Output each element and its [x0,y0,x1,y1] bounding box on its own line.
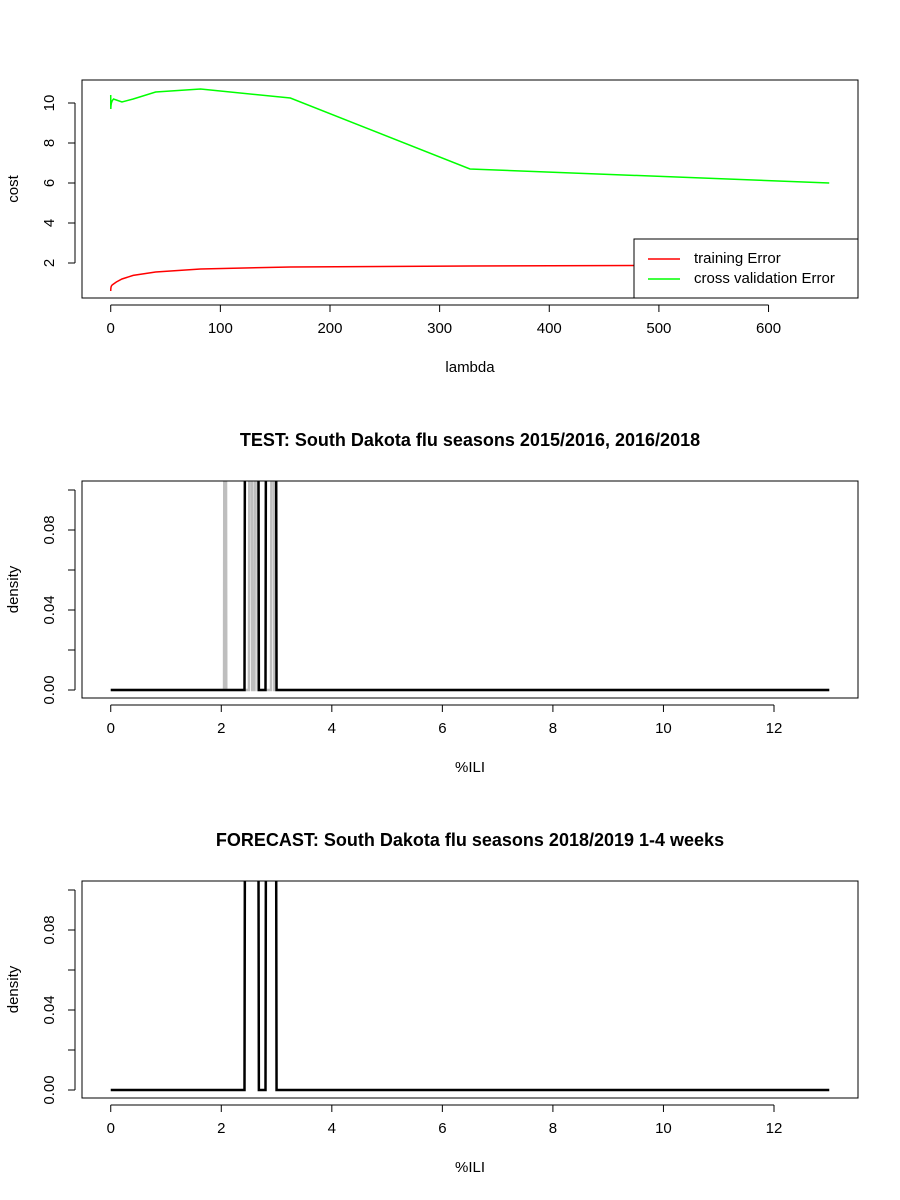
plot-area [110,881,830,1092]
plot-frame [81,79,859,299]
y-axis-label: density [5,965,22,1013]
plot-frame [81,480,859,699]
y-tick-label: 0.08 [41,515,58,544]
x-axis-label: %ILI [455,1159,485,1176]
data-line [110,481,830,692]
legend-box [633,238,859,299]
x-tick-label: 0 [107,1120,115,1137]
data-line [109,264,830,292]
x-tick-label: 0 [107,320,115,337]
plot-area [109,88,830,292]
x-tick-label: 6 [438,720,446,737]
y-axis-label: cost [5,174,22,202]
x-tick-label: 400 [537,320,562,337]
x-axis-label: lambda [445,359,495,376]
y-tick-label: 0.00 [41,675,58,704]
x-tick-label: 12 [766,1120,783,1137]
y-tick-label: 0.04 [41,995,58,1024]
y-tick-label: 10 [41,95,58,112]
x-axis-label: %ILI [455,759,485,776]
x-tick-label: 2 [217,720,225,737]
y-tick-label: 6 [41,179,58,187]
legend-label: training Error [694,250,781,267]
x-tick-label: 2 [217,1120,225,1137]
plot-frame [81,880,859,1099]
y-tick-label: 8 [41,139,58,147]
x-tick-label: 0 [107,720,115,737]
plot-area [110,481,830,692]
data-line [109,88,830,184]
x-tick-label: 8 [549,720,557,737]
chart-title: TEST: South Dakota flu seasons 2015/2016… [240,430,700,450]
y-tick-label: 0.04 [41,595,58,624]
x-tick-label: 8 [549,1120,557,1137]
x-tick-label: 100 [208,320,233,337]
x-tick-label: 200 [317,320,342,337]
legend-label: cross validation Error [694,270,835,287]
x-tick-label: 4 [328,720,336,737]
x-tick-label: 600 [756,320,781,337]
y-tick-label: 2 [41,259,58,267]
x-tick-label: 12 [766,720,783,737]
y-axis-label: density [5,565,22,613]
x-tick-label: 500 [646,320,671,337]
x-tick-label: 300 [427,320,452,337]
x-tick-label: 10 [655,1120,672,1137]
chart-title: FORECAST: South Dakota flu seasons 2018/… [216,830,724,850]
y-tick-label: 4 [41,219,58,227]
y-tick-label: 0.00 [41,1075,58,1104]
x-tick-label: 4 [328,1120,336,1137]
x-tick-label: 10 [655,720,672,737]
data-line [110,881,830,1092]
data-line [110,481,830,692]
x-tick-label: 6 [438,1120,446,1137]
y-tick-label: 0.08 [41,915,58,944]
